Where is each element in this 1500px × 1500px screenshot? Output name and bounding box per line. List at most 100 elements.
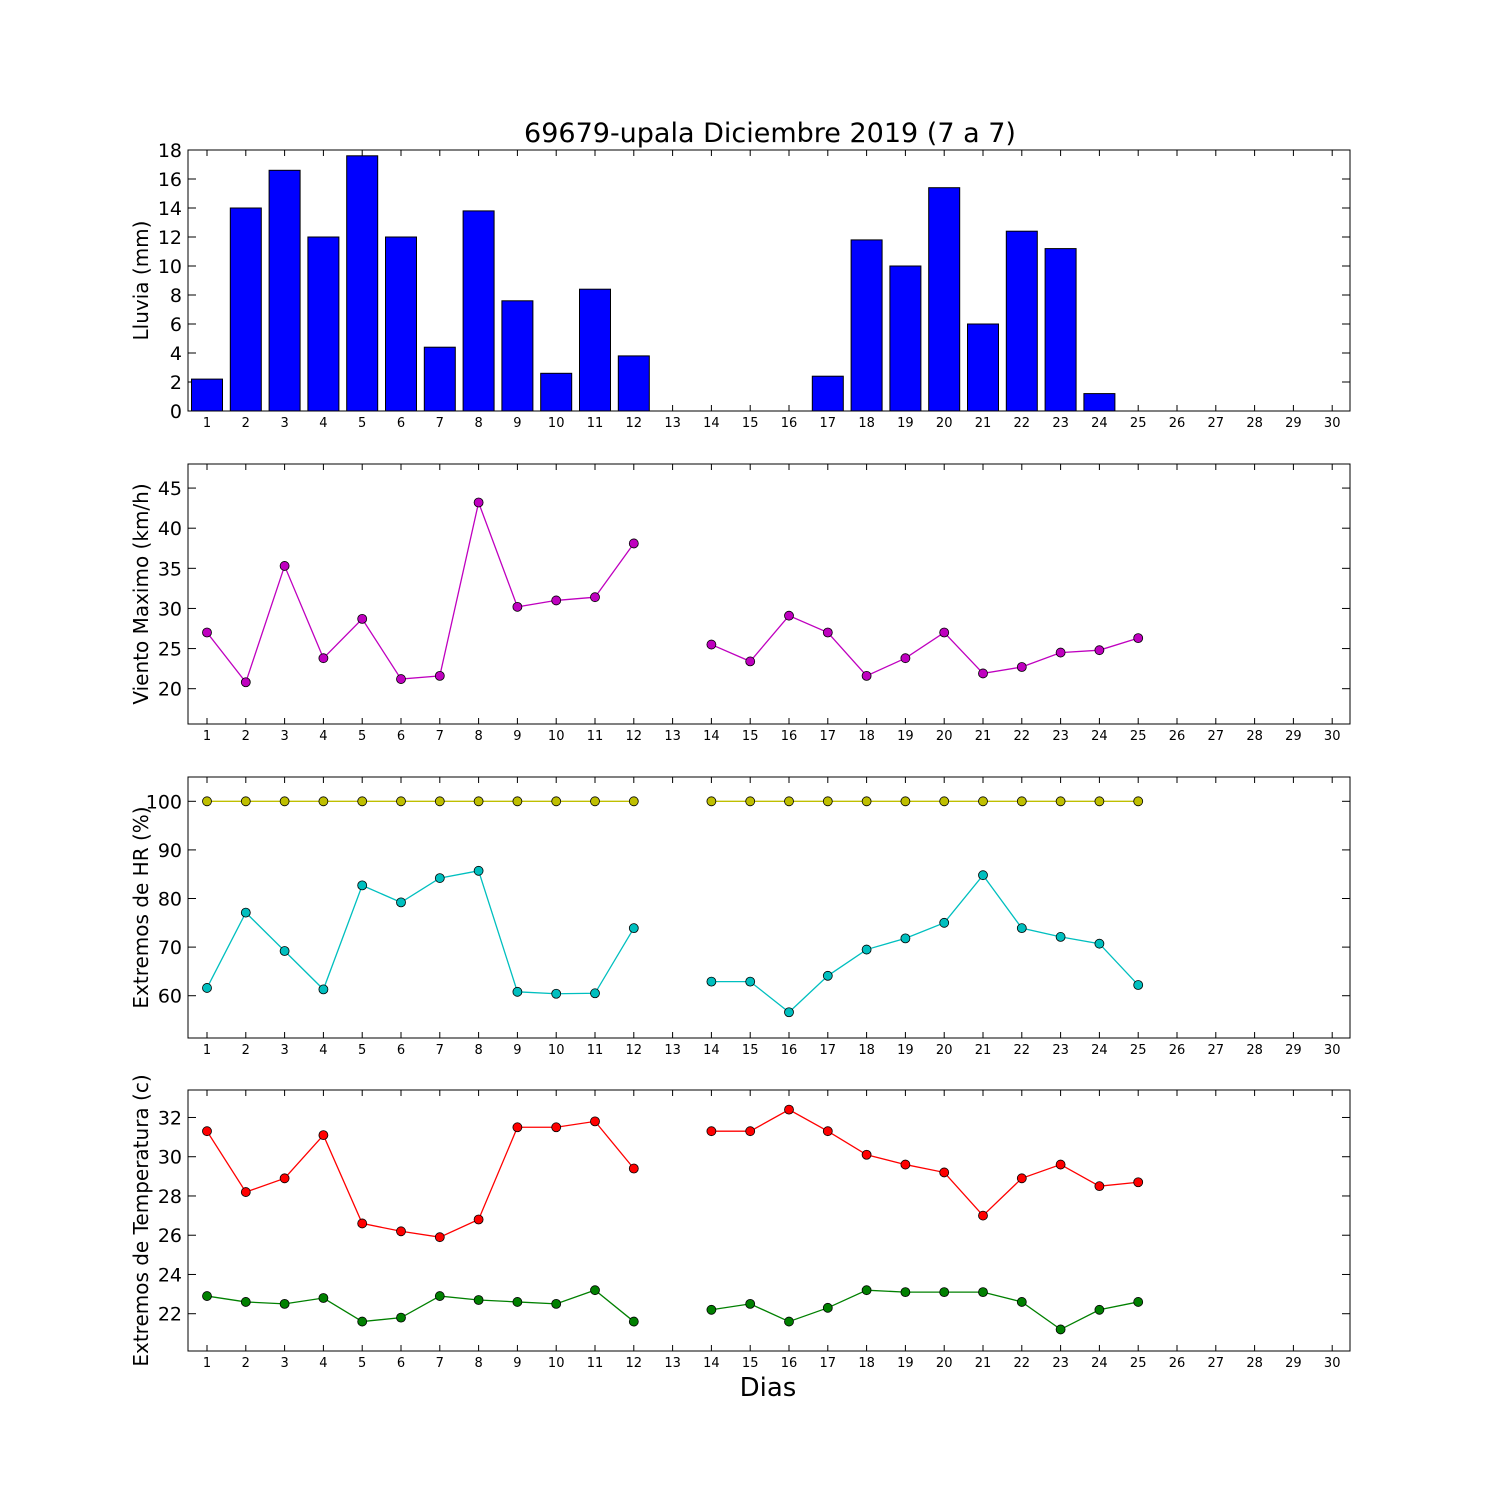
- wind-xtick-label: 28: [1246, 729, 1263, 744]
- temperature-xtick-label: 24: [1091, 1356, 1108, 1371]
- wind-xtick-label: 27: [1208, 729, 1225, 744]
- rain-xtick-label: 29: [1285, 416, 1302, 431]
- humidity-series-line: [206, 870, 635, 995]
- humidity-xtick-label: 25: [1130, 1043, 1147, 1058]
- temperature-xtick-label: 5: [358, 1356, 366, 1371]
- humidity-data-point: [745, 976, 756, 987]
- temperature-xtick-label: 22: [1014, 1356, 1031, 1371]
- wind-xtick-label: 5: [358, 729, 366, 744]
- temperature-series-line: [206, 1120, 635, 1238]
- temperature-xtick-label: 29: [1285, 1356, 1302, 1371]
- humidity-data-point: [1016, 923, 1027, 934]
- temperature-series-1: [202, 1285, 1144, 1335]
- wind-xtick-label: 12: [626, 729, 643, 744]
- humidity-series-line: [711, 874, 1139, 1014]
- rain-ytick-label: 0: [170, 401, 182, 423]
- temperature-data-point: [512, 1122, 523, 1133]
- rain-ytick-label: 8: [170, 285, 182, 307]
- rain-bar: [1044, 248, 1077, 412]
- humidity-data-point: [861, 944, 872, 955]
- wind-xtick-label: 7: [436, 729, 444, 744]
- temperature-data-point: [551, 1122, 562, 1133]
- humidity-data-point: [784, 796, 794, 807]
- rain-y-axis-label: Lluvia (mm): [129, 221, 153, 341]
- rain-xtick-label: 30: [1324, 416, 1341, 431]
- humidity-data-point: [1133, 796, 1144, 807]
- wind-xtick-label: 29: [1285, 729, 1302, 744]
- temperature-data-point: [473, 1295, 484, 1305]
- rain-xtick-label: 15: [742, 416, 759, 431]
- humidity-xtick-label: 11: [587, 1043, 604, 1058]
- temperature-data-point: [240, 1187, 251, 1197]
- wind-data-point: [1133, 633, 1144, 644]
- humidity-data-point: [590, 988, 600, 999]
- humidity-xtick-label: 24: [1091, 1043, 1108, 1058]
- temperature-data-point: [1016, 1173, 1027, 1184]
- rain-bar: [1083, 393, 1116, 412]
- temperature-xtick-label: 10: [548, 1356, 565, 1371]
- temperature-data-point: [357, 1218, 368, 1229]
- temperature-data-point: [939, 1167, 950, 1178]
- rain-bar: [462, 210, 495, 412]
- wind-xtick-label: 16: [781, 729, 798, 744]
- temperature-data-point: [434, 1232, 445, 1243]
- temperature-data-point: [939, 1287, 950, 1298]
- humidity-xtick-label: 27: [1208, 1043, 1225, 1058]
- temperature-ytick-label: 32: [158, 1107, 182, 1129]
- temperature-data-point: [202, 1291, 212, 1301]
- rain-xtick-label: 7: [436, 416, 444, 431]
- humidity-data-point: [628, 923, 639, 934]
- temperature-data-point: [822, 1126, 833, 1137]
- wind-data-point: [861, 670, 872, 681]
- humidity-xtick-label: 10: [548, 1043, 565, 1058]
- wind-xtick-label: 15: [742, 729, 759, 744]
- rain-xtick-label: 26: [1169, 416, 1186, 431]
- temperature-series-0: [202, 1104, 1144, 1243]
- temperature-data-point: [1133, 1177, 1144, 1188]
- rain-bar: [617, 355, 650, 412]
- wind-xtick-label: 1: [203, 729, 211, 744]
- humidity-xtick-label: 28: [1246, 1043, 1263, 1058]
- rain-bar: [967, 323, 999, 412]
- rain-bar: [385, 236, 417, 412]
- temperature-xtick-label: 19: [897, 1356, 914, 1371]
- temperature-data-point: [1055, 1324, 1066, 1335]
- temperature-data-point: [240, 1297, 251, 1307]
- humidity-ytick-label: 90: [158, 840, 182, 862]
- temperature-xtick-label: 11: [587, 1356, 604, 1371]
- rain-bar: [579, 288, 611, 412]
- wind-data-point: [318, 653, 329, 664]
- temperature-xtick-label: 16: [781, 1356, 798, 1371]
- temperature-xtick-label: 23: [1052, 1356, 1069, 1371]
- humidity-xtick-label: 2: [242, 1043, 250, 1058]
- humidity-xtick-label: 23: [1052, 1043, 1069, 1058]
- wind-data-point: [745, 656, 756, 667]
- humidity-data-point: [551, 796, 562, 807]
- wind-data-point: [1055, 647, 1066, 658]
- humidity-data-point: [434, 796, 445, 807]
- wind-xtick-label: 8: [474, 729, 482, 744]
- rain-bar: [540, 372, 573, 412]
- temperature-xtick-label: 9: [513, 1356, 521, 1371]
- wind-xtick-label: 6: [397, 729, 405, 744]
- temperature-data-point: [551, 1299, 562, 1309]
- wind-xtick-label: 18: [858, 729, 875, 744]
- rain-xtick-label: 28: [1246, 416, 1263, 431]
- humidity-data-point: [318, 796, 329, 807]
- humidity-data-point: [240, 796, 251, 807]
- temperature-data-point: [357, 1316, 368, 1327]
- wind-xtick-label: 17: [820, 729, 837, 744]
- wind-xtick-label: 14: [703, 729, 720, 744]
- temperature-axes-frame: [187, 1089, 1351, 1352]
- humidity-data-point: [1094, 938, 1105, 949]
- rain-ytick-label: 12: [158, 227, 182, 249]
- wind-data-point: [512, 601, 523, 612]
- humidity-data-point: [318, 984, 329, 995]
- rain-bar: [811, 375, 844, 412]
- temperature-xtick-label: 12: [626, 1356, 643, 1371]
- temperature-data-point: [473, 1214, 484, 1225]
- temperature-data-point: [1133, 1297, 1144, 1307]
